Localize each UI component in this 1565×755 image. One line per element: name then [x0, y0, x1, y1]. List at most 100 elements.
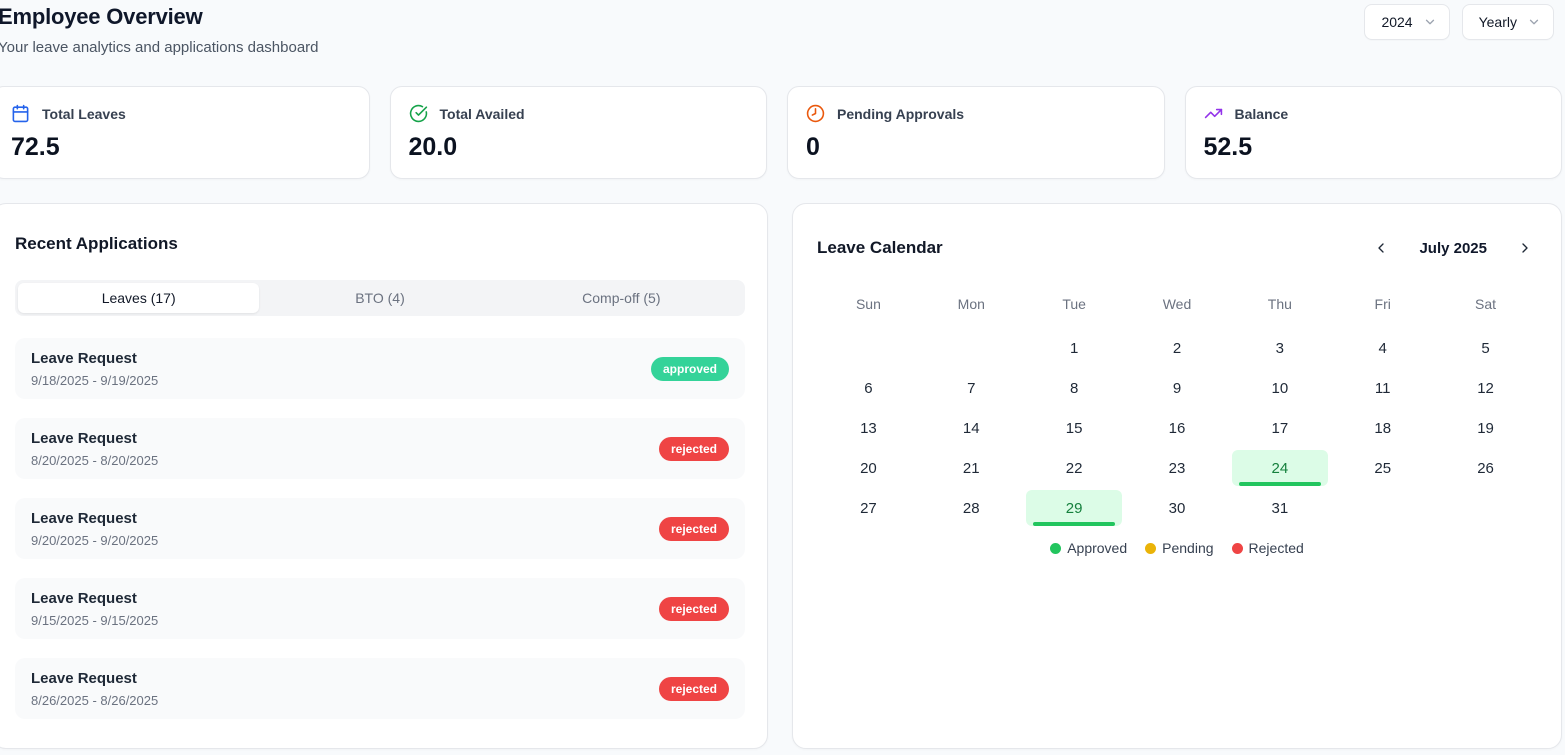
day-number: 4	[1378, 339, 1387, 357]
calendar-day-cell[interactable]: 30	[1126, 488, 1229, 528]
day-number: 12	[1477, 379, 1494, 397]
application-list-item[interactable]: Leave Request 9/20/2025 - 9/20/2025 reje…	[15, 498, 745, 559]
calendar-day-cell[interactable]: 29	[1023, 488, 1126, 528]
application-list-item[interactable]: Leave Request 9/15/2025 - 9/15/2025 reje…	[15, 578, 745, 639]
calendar-day-cell[interactable]: 13	[817, 408, 920, 448]
legend-label: Approved	[1067, 540, 1128, 556]
header-filters: 2024 Yearly	[1364, 4, 1554, 40]
stat-label: Pending Approvals	[837, 105, 965, 122]
tab-label: Comp-off (5)	[582, 290, 661, 306]
application-list-item[interactable]: Leave Request 8/20/2025 - 8/20/2025 reje…	[15, 418, 745, 479]
calendar-day-cell	[920, 328, 1023, 368]
day-number: 7	[967, 379, 976, 397]
leave-marker	[1033, 522, 1116, 526]
tab-bto-4[interactable]: BTO (4)	[259, 283, 500, 313]
calendar-day-cell[interactable]: 18	[1331, 408, 1434, 448]
calendar-day-cell[interactable]: 6	[817, 368, 920, 408]
next-month-button[interactable]	[1513, 236, 1537, 260]
day-number: 9	[1172, 379, 1182, 397]
application-date-range: 8/20/2025 - 8/20/2025	[31, 452, 159, 468]
calendar-day-cell[interactable]: 4	[1331, 328, 1434, 368]
calendar-day-headers: Sun Mon Tue Wed Thu Fri Sat	[817, 296, 1537, 320]
header-titles: Employee Overview Your leave analytics a…	[0, 4, 319, 56]
calendar-day-cell[interactable]: 31	[1228, 488, 1331, 528]
tab-label: BTO (4)	[355, 290, 405, 306]
stat-card: Pending Approvals 0	[787, 86, 1165, 179]
page-title: Employee Overview	[0, 4, 203, 29]
legend-item: Rejected	[1231, 540, 1304, 556]
calendar-legend: Approved Pending Rejected	[817, 540, 1537, 556]
day-number: 6	[864, 379, 873, 397]
chevron-left-icon	[1373, 240, 1389, 256]
tab-leaves-17[interactable]: Leaves (17)	[18, 283, 260, 313]
calendar-icon	[11, 104, 30, 123]
prev-month-button[interactable]	[1369, 236, 1393, 260]
calendar-day-cell[interactable]: 27	[817, 488, 920, 528]
calendar-header: Leave Calendar July 2025	[817, 228, 1537, 260]
day-number: 13	[860, 419, 877, 437]
day-number: 1	[1069, 339, 1079, 357]
calendar-day-cell[interactable]: 17	[1228, 408, 1331, 448]
recent-applications-title: Recent Applications	[15, 234, 178, 253]
tab-comp-off-5[interactable]: Comp-off (5)	[501, 283, 742, 313]
calendar-day-cell	[817, 328, 920, 368]
calendar-nav: July 2025	[1369, 236, 1537, 260]
calendar-day-cell[interactable]: 11	[1331, 368, 1434, 408]
calendar-day-cell[interactable]: 25	[1331, 448, 1434, 488]
applications-list: Leave Request 9/18/2025 - 9/19/2025 appr…	[15, 338, 745, 719]
calendar-day-cell[interactable]: 23	[1126, 448, 1229, 488]
day-number: 16	[1168, 419, 1186, 437]
calendar-day-cell[interactable]: 1	[1023, 328, 1126, 368]
legend-label: Rejected	[1248, 540, 1304, 556]
stat-value: 72.5	[11, 133, 60, 161]
year-select[interactable]: 2024	[1364, 4, 1450, 40]
calendar-day-cell[interactable]: 14	[920, 408, 1023, 448]
tab-label: Leaves (17)	[101, 290, 176, 306]
calendar-day-cell[interactable]: 24	[1228, 448, 1331, 488]
day-number: 5	[1481, 339, 1490, 357]
day-number: 22	[1065, 459, 1083, 477]
application-title: Leave Request	[31, 589, 137, 607]
legend-item: Pending	[1145, 540, 1214, 556]
day-number: 21	[962, 459, 980, 477]
status-badge: rejected	[658, 436, 729, 461]
application-list-item[interactable]: Leave Request 8/26/2025 - 8/26/2025 reje…	[15, 658, 745, 719]
calendar-day-cell[interactable]: 15	[1023, 408, 1126, 448]
application-title: Leave Request	[31, 669, 137, 687]
calendar-day-header: Wed	[1162, 296, 1192, 312]
calendar-day-cell[interactable]: 5	[1434, 328, 1537, 368]
calendar-month-label: July 2025	[1419, 239, 1487, 257]
period-select[interactable]: Yearly	[1461, 4, 1554, 40]
calendar-day-cell[interactable]: 26	[1434, 448, 1537, 488]
chevron-down-icon	[1527, 15, 1541, 29]
calendar-day-cell[interactable]: 9	[1126, 368, 1229, 408]
stat-value: 52.5	[1203, 133, 1253, 161]
legend-label: Pending	[1162, 540, 1214, 556]
calendar-day-cell[interactable]: 16	[1126, 408, 1229, 448]
day-number: 18	[1374, 419, 1392, 437]
chevron-down-icon	[1423, 15, 1437, 29]
calendar-day-cell[interactable]: 12	[1434, 368, 1537, 408]
calendar-day-cell[interactable]: 3	[1228, 328, 1331, 368]
calendar-day-header: Sat	[1475, 296, 1497, 312]
application-list-item[interactable]: Leave Request 9/18/2025 - 9/19/2025 appr…	[15, 338, 745, 399]
application-date-range: 9/15/2025 - 9/15/2025	[31, 612, 159, 628]
calendar-day-cell[interactable]: 22	[1023, 448, 1126, 488]
calendar-day-cell[interactable]: 19	[1434, 408, 1537, 448]
calendar-grid: 1 2 3 4 5 6 7 8	[817, 328, 1537, 528]
calendar-day-cell[interactable]: 21	[920, 448, 1023, 488]
stat-label: Total Availed	[439, 105, 525, 122]
leave-marker	[1238, 482, 1321, 486]
calendar-day-cell[interactable]: 7	[920, 368, 1023, 408]
calendar-day-cell[interactable]: 28	[920, 488, 1023, 528]
application-title: Leave Request	[31, 429, 137, 447]
day-number: 19	[1477, 419, 1494, 437]
calendar-day-cell[interactable]: 10	[1228, 368, 1331, 408]
application-info: Leave Request 9/15/2025 - 9/15/2025	[31, 590, 158, 628]
year-select-value: 2024	[1381, 14, 1413, 30]
day-number: 15	[1065, 419, 1083, 437]
calendar-day-cell[interactable]: 20	[817, 448, 920, 488]
calendar-day-cell[interactable]: 2	[1126, 328, 1229, 368]
calendar-day-cell[interactable]: 8	[1023, 368, 1126, 408]
